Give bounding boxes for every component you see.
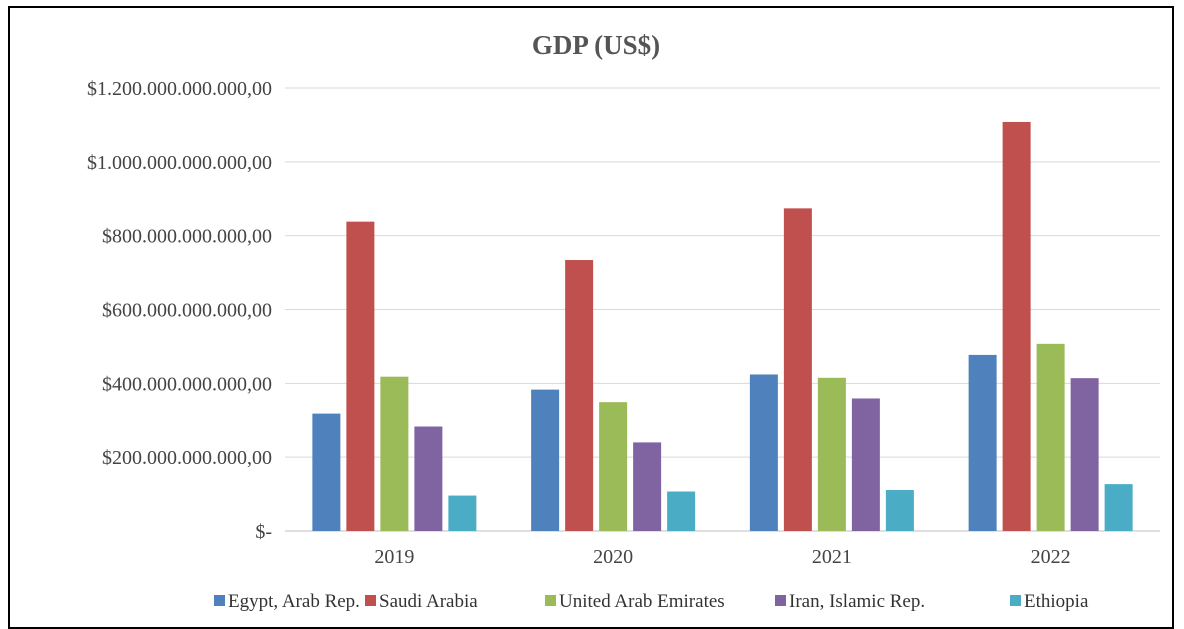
x-tick-label: 2022 (1031, 546, 1071, 568)
bar (380, 376, 409, 531)
legend-label: Ethiopia (1024, 591, 1089, 612)
bar (414, 426, 443, 531)
x-tick-label: 2021 (812, 546, 852, 568)
y-tick-label: $- (255, 521, 272, 543)
bar (312, 413, 341, 531)
y-tick-label: $1.200.000.000.000,00 (87, 78, 272, 100)
x-tick-label: 2019 (374, 546, 414, 568)
bar (448, 495, 477, 531)
bars (312, 121, 1133, 532)
bar (667, 491, 696, 531)
bar (749, 374, 778, 531)
bar (1036, 343, 1065, 531)
legend-swatch (214, 595, 225, 606)
chart-title: GDP (US$) (532, 30, 660, 60)
legend: Egypt, Arab Rep. Saudi Arabia United Arab … (214, 591, 1089, 612)
y-tick-label: $800.000.000.000,00 (102, 226, 272, 248)
bar (633, 442, 662, 531)
y-tick-label: $200.000.000.000,00 (102, 447, 272, 469)
bar (783, 208, 812, 531)
bar (1002, 121, 1031, 532)
bar (885, 490, 914, 531)
bar (1104, 484, 1133, 531)
legend-swatch (365, 595, 376, 606)
y-axis-ticks: $- $200.000.000.000,00 $400.000.000.000,00… (87, 78, 272, 543)
bar (817, 377, 846, 531)
bar (968, 354, 997, 531)
legend-label: Saudi Arabia (379, 591, 478, 612)
legend-swatch (545, 595, 556, 606)
bar (851, 398, 880, 531)
bar (1070, 378, 1099, 531)
bar (346, 221, 375, 531)
legend-label: Iran, Islamic Rep. (789, 591, 925, 612)
legend-swatch (775, 595, 786, 606)
bar (531, 389, 560, 531)
legend-swatch (1010, 595, 1021, 606)
x-tick-label: 2020 (593, 546, 633, 568)
y-tick-label: $600.000.000.000,00 (102, 300, 272, 322)
bar (565, 260, 594, 531)
legend-label: United Arab Emirates (559, 591, 725, 612)
y-tick-label: $400.000.000.000,00 (102, 373, 272, 395)
legend-label: Egypt, Arab Rep. (228, 591, 360, 612)
y-tick-label: $1.000.000.000.000,00 (87, 152, 272, 174)
bar (599, 402, 628, 531)
x-axis-ticks: 2019 2020 2021 2022 (374, 546, 1070, 568)
